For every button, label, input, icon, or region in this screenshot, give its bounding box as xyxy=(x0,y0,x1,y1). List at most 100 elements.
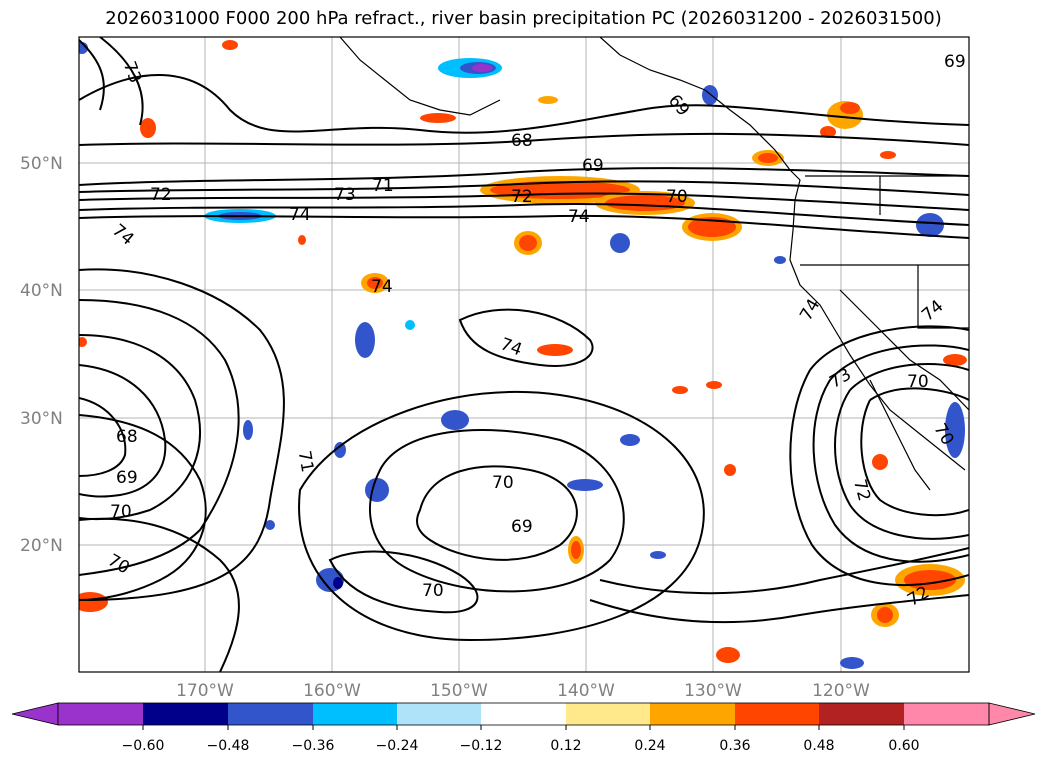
contour-label: 71 xyxy=(372,176,394,196)
precip-negative-blob xyxy=(355,322,375,358)
colorbar-tick-label: −0.48 xyxy=(207,738,250,754)
contour-label: 70 xyxy=(492,473,514,493)
precip-negative-blob xyxy=(265,520,275,530)
precip-negative-blob xyxy=(334,442,346,458)
precip-negative-blob xyxy=(610,233,630,253)
contour-label: 69 xyxy=(944,52,966,72)
colorbar-tick-label: −0.60 xyxy=(122,738,165,754)
precip-positive-blob xyxy=(672,386,688,394)
precip-positive-blob xyxy=(943,354,967,366)
precip-negative-blob xyxy=(702,85,718,105)
precip-positive-blob xyxy=(758,153,778,163)
refractivity-contours xyxy=(79,37,969,672)
lon-label: 170°W xyxy=(176,681,234,701)
colorbar-tick-label: 0.12 xyxy=(550,738,581,754)
precip-positive-blob xyxy=(724,464,736,476)
colorbar-segment xyxy=(58,703,143,725)
contour-label: 73 xyxy=(334,185,356,205)
contour-label: 68 xyxy=(511,131,533,151)
contour-label: 70 xyxy=(666,187,688,207)
precip-positive-blob xyxy=(222,40,238,50)
contour-label: 70 xyxy=(422,581,444,601)
precip-negative-blob xyxy=(333,577,343,589)
colorbar-segment xyxy=(228,703,313,725)
precip-positive-blob xyxy=(880,151,896,159)
precip-positive-blob xyxy=(79,592,108,612)
colorbar-tick-label: −0.24 xyxy=(376,738,419,754)
contour-label: 69 xyxy=(582,156,604,176)
precip-positive-blob xyxy=(571,541,581,559)
contour-label: 72 xyxy=(150,185,172,205)
colorbar-segment xyxy=(313,703,397,725)
precip-positive-blob xyxy=(519,235,537,251)
precip-positive-blob xyxy=(367,277,383,289)
precip-negative-blob xyxy=(774,256,786,264)
precip-negative-blob xyxy=(79,42,88,54)
lon-label: 120°W xyxy=(812,681,870,701)
contour-label: 71 xyxy=(294,449,317,474)
precip-negative-blob xyxy=(840,657,864,669)
colorbar-extend-max xyxy=(988,702,1036,726)
lon-label: 160°W xyxy=(303,681,361,701)
lat-label: 40°N xyxy=(20,281,63,301)
precip-positive-blob xyxy=(140,118,156,138)
colorbar-extend-min xyxy=(11,702,59,726)
precip-negative-blob xyxy=(405,320,415,330)
precip-negative-blob xyxy=(243,420,253,440)
precip-negative-blob xyxy=(945,402,965,458)
state-border xyxy=(839,289,969,411)
colorbar-segment xyxy=(819,703,904,725)
colorbar: −0.60 −0.48 −0.36 −0.24 −0.12 0.12 0.24 … xyxy=(11,702,1036,754)
precip-positive-blob xyxy=(298,235,306,245)
precip-positive-blob xyxy=(706,381,722,389)
colorbar-segment xyxy=(481,703,566,725)
colorbar-segment xyxy=(397,703,481,725)
precip-negative-blob xyxy=(620,434,640,446)
precip-negative-blob xyxy=(365,478,389,502)
colorbar-segment xyxy=(650,703,735,725)
precip-positive-blob xyxy=(537,344,573,356)
contour-label: 70 xyxy=(110,502,132,522)
precip-negative-blob xyxy=(472,64,492,72)
contour-label: 69 xyxy=(116,468,138,488)
colorbar-segment xyxy=(904,703,989,725)
colorbar-tick-label: −0.12 xyxy=(460,738,503,754)
colorbar-tick-label: 0.48 xyxy=(803,738,834,754)
precip-positive-blob xyxy=(716,647,740,663)
map-panel: 73 69 68 69 71 73 72 70 74 72 74 74 74 7… xyxy=(79,37,969,672)
latitude-labels: 50°N 40°N 30°N 20°N xyxy=(20,154,63,556)
colorbar-ticks xyxy=(142,725,905,730)
precip-positive-blob xyxy=(872,454,888,470)
lat-label: 50°N xyxy=(20,154,63,174)
contour-label: 74 xyxy=(371,277,393,297)
contour-label: 72 xyxy=(511,187,533,207)
precip-positive-blob xyxy=(79,337,87,347)
colorbar-segment xyxy=(566,703,650,725)
lat-label: 20°N xyxy=(20,536,63,556)
precip-negative-blob xyxy=(567,479,603,491)
colorbar-tick-label: −0.36 xyxy=(292,738,335,754)
alaska-coast xyxy=(339,37,501,116)
contour-label: 68 xyxy=(116,427,138,447)
precip-negative-blob xyxy=(916,213,944,237)
map-title: 2026031000 F000 200 hPa refract., river … xyxy=(105,8,942,29)
map-border xyxy=(78,36,970,673)
precip-shading xyxy=(79,40,967,669)
contour-label: 69 xyxy=(511,517,533,537)
colorbar-segment xyxy=(143,703,228,725)
lon-label: 140°W xyxy=(557,681,615,701)
precip-negative-blob xyxy=(441,410,469,430)
contour-label: 74 xyxy=(568,207,590,227)
precip-positive-blob xyxy=(877,607,893,623)
lon-label: 150°W xyxy=(430,681,488,701)
precip-positive-blob xyxy=(420,113,456,123)
colorbar-segment xyxy=(735,703,819,725)
contour-label: 70 xyxy=(907,372,929,392)
contour-label: 74 xyxy=(289,205,311,225)
longitude-labels: 170°W 160°W 150°W 140°W 130°W 120°W xyxy=(176,681,870,701)
lon-label: 130°W xyxy=(684,681,742,701)
colorbar-tick-label: 0.36 xyxy=(719,738,750,754)
lat-label: 30°N xyxy=(20,409,63,429)
precip-positive-blob xyxy=(840,102,860,114)
